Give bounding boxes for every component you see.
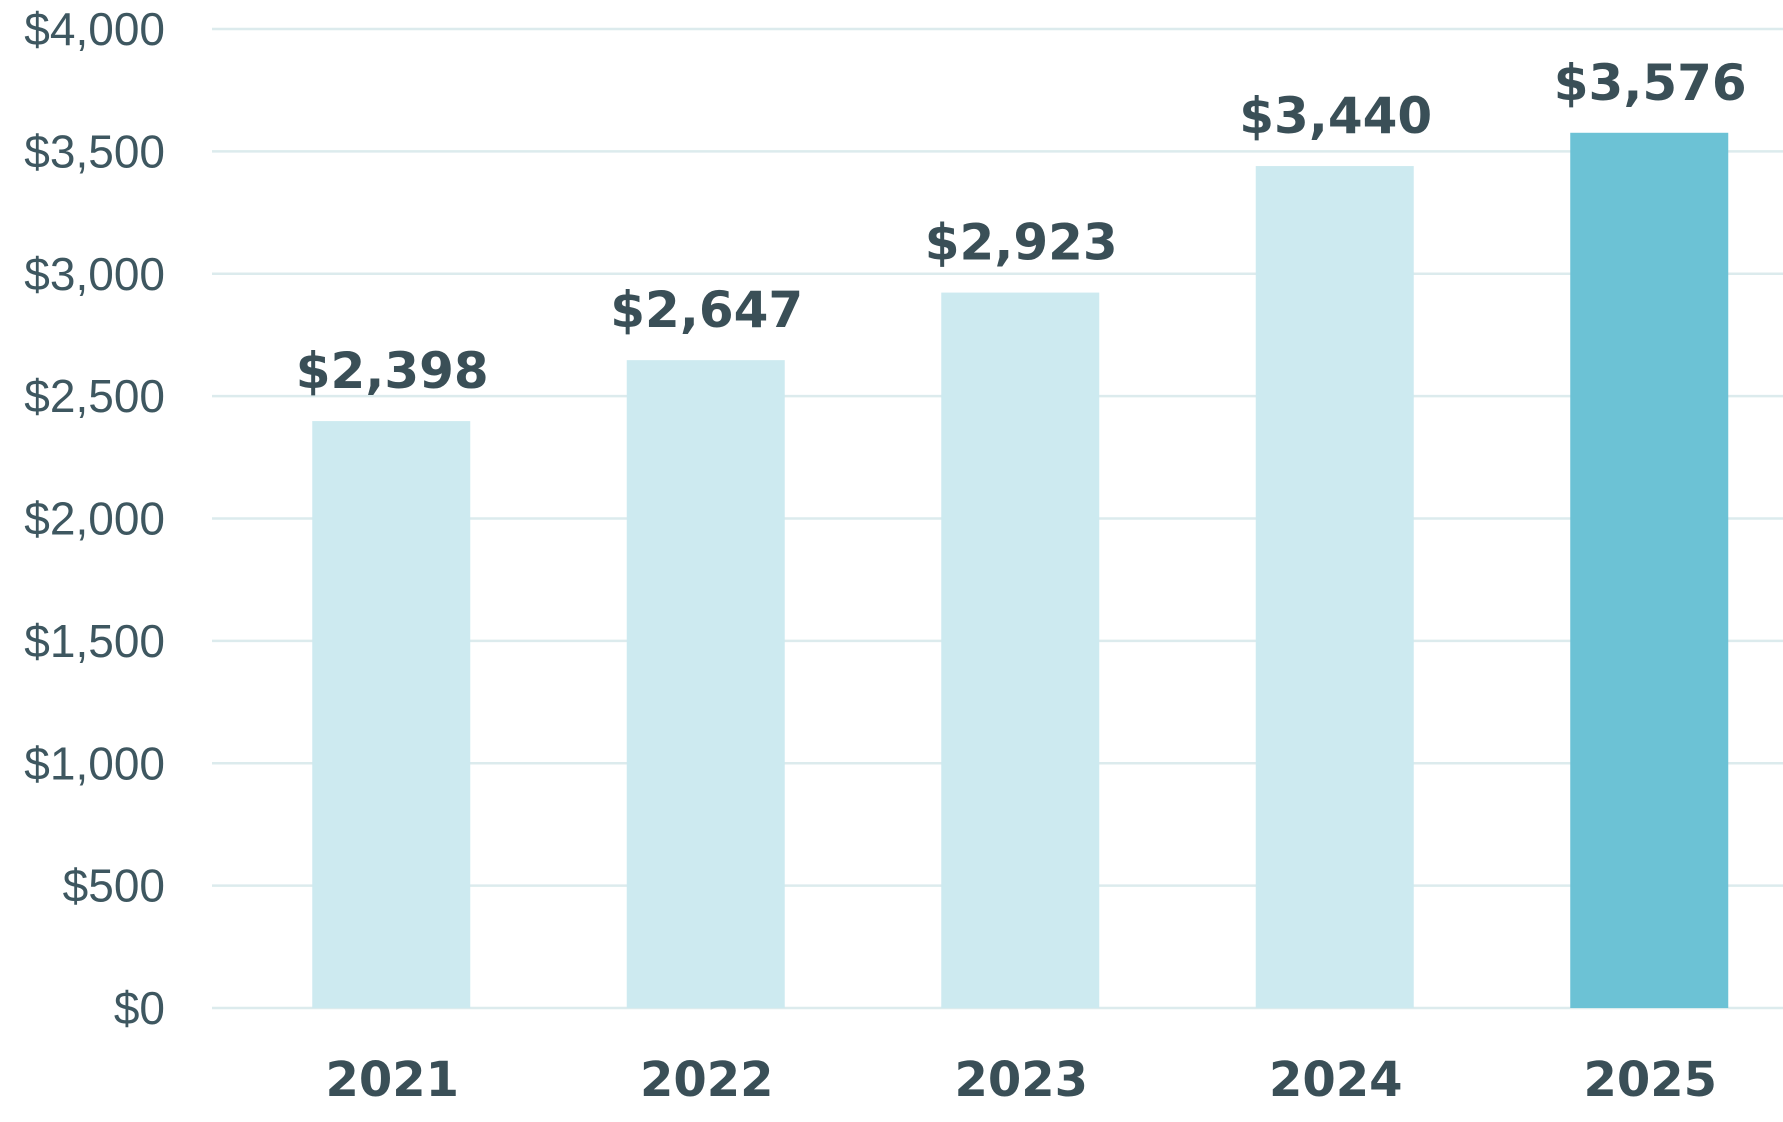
- y-axis-tick-labels: $0 $500 $1,000 $1,500 $2,000 $2,500 $3,000 $3,5…: [24, 3, 165, 1034]
- bar-2025: [1570, 132, 1729, 1009]
- y-tick-label: $3,000: [24, 248, 165, 300]
- x-category-label: 2023: [954, 1052, 1088, 1108]
- data-label-2023: $2,923: [925, 214, 1118, 272]
- y-tick-label: $500: [63, 860, 165, 912]
- bar-2024: [1255, 166, 1414, 1008]
- bar-2023: [941, 292, 1100, 1008]
- y-tick-label: $1,500: [24, 615, 165, 667]
- data-label-2022: $2,647: [610, 281, 803, 339]
- y-tick-label: $4,000: [24, 3, 165, 55]
- data-labels: $2,398 $2,647 $2,923 $3,440 $3,576: [296, 54, 1747, 400]
- x-category-label: 2022: [640, 1052, 774, 1108]
- y-tick-label: $1,000: [24, 737, 165, 789]
- x-category-label: 2025: [1583, 1052, 1717, 1108]
- y-tick-label: $2,500: [24, 370, 165, 422]
- x-category-label: 2024: [1269, 1052, 1403, 1108]
- bar-2021: [312, 421, 471, 1009]
- data-label-2021: $2,398: [296, 342, 489, 400]
- y-tick-label: $2,000: [24, 493, 165, 545]
- data-label-2024: $3,440: [1239, 87, 1432, 145]
- y-tick-label: $3,500: [24, 125, 165, 177]
- bars: [312, 132, 1729, 1009]
- bar-2022: [626, 360, 785, 1009]
- data-label-2025: $3,576: [1554, 54, 1747, 112]
- x-category-label: 2021: [325, 1052, 459, 1108]
- y-tick-label: $0: [114, 982, 165, 1034]
- x-axis-category-labels: 2021 2022 2023 2024 2025: [325, 1052, 1717, 1108]
